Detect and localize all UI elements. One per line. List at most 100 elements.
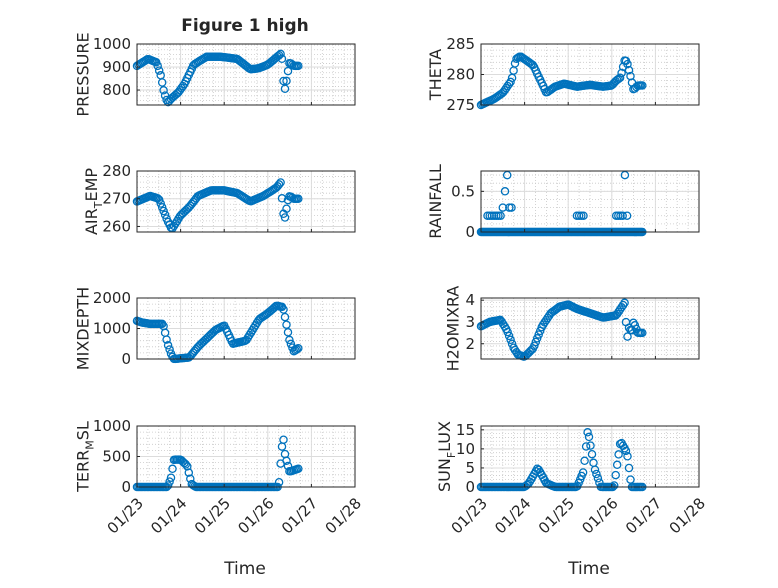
data-point [624, 65, 634, 75]
data-point [623, 452, 632, 461]
data-point [294, 61, 303, 71]
data-point [154, 66, 164, 75]
data-point [617, 68, 626, 78]
x-tick-label: 01/23 [448, 494, 491, 537]
y-axis-label: THETA [426, 49, 445, 101]
y-tick-label: 5 [465, 459, 475, 477]
data-point [154, 195, 164, 204]
y-tick-label: 10 [456, 440, 475, 458]
axes-frame [136, 170, 356, 233]
data-point [615, 73, 625, 83]
y-tick-label: 1000 [93, 417, 131, 435]
y-tick-label: 800 [102, 81, 131, 99]
data-point [160, 210, 170, 220]
x-axis-label-left: Time [223, 559, 266, 579]
y-axis-label: H2OMIXRA [443, 286, 462, 372]
data-point [531, 337, 541, 347]
y-tick-label: 285 [446, 35, 475, 53]
data-point [498, 203, 508, 212]
y-axis-label: MIXDEPTH [74, 287, 93, 370]
x-tick-label: 01/26 [578, 494, 621, 537]
data-point [583, 428, 592, 437]
y-axis-label: AIRTEMP [82, 168, 105, 235]
data-point [586, 441, 595, 450]
subplot-rainfall: 0 0.5 RAINFALL [426, 164, 700, 241]
y-tick-label: 280 [102, 162, 131, 180]
data-point [506, 77, 515, 87]
data-point [638, 328, 647, 338]
x-axis-label-right: Time [567, 559, 610, 579]
data-point [279, 305, 288, 314]
data-point [500, 187, 510, 196]
data-point [496, 211, 505, 220]
data-point [614, 450, 623, 459]
axes-frame [480, 170, 700, 233]
data-point [165, 345, 174, 354]
y-tick-label: 275 [446, 96, 475, 114]
x-tick-label: 01/28 [666, 494, 709, 537]
data-point [638, 81, 647, 90]
data-point [611, 470, 620, 480]
data-point [587, 449, 597, 459]
data-point [159, 86, 168, 95]
data-point [276, 49, 285, 59]
data-point [163, 481, 173, 490]
y-tick-label: 2000 [93, 289, 131, 307]
data-point [532, 334, 542, 343]
y-axis-label: PRESSURE [74, 32, 93, 116]
y-tick-label: 0 [121, 350, 131, 368]
data-point [193, 342, 202, 352]
data-point [153, 61, 162, 71]
data-point [522, 350, 532, 359]
y-tick-label: 1000 [93, 35, 131, 53]
data-point [580, 456, 589, 466]
data-point [593, 474, 603, 483]
data-point [503, 327, 512, 337]
y-axis-label: SUNFLUX [435, 421, 458, 492]
data-point [294, 344, 303, 353]
data-point [590, 465, 600, 474]
subplot-terr-msl: 0 500 1000 01/23 01/24 01/25 01/26 01/27 01/28 TE… [74, 417, 365, 537]
data-point [162, 335, 171, 344]
y-tick-label: 2 [465, 335, 475, 353]
y-tick-label: 3 [465, 313, 475, 331]
x-tick-label: 01/27 [278, 494, 321, 537]
data-point [630, 321, 640, 330]
data-point [282, 204, 291, 213]
data-point [622, 211, 632, 220]
data-point [156, 199, 165, 208]
x-tick-label: 01/26 [234, 494, 277, 537]
data-point [578, 468, 588, 477]
data-point [280, 312, 290, 322]
data-point [506, 335, 515, 345]
data-point [181, 460, 191, 469]
data-point [618, 211, 627, 220]
data-point [609, 481, 619, 490]
data-point [285, 335, 294, 345]
data-point [277, 54, 287, 64]
data-point [624, 463, 634, 473]
y-tick-label: 0 [465, 478, 475, 496]
data-point [280, 213, 290, 222]
data-point [165, 477, 174, 486]
data-point [283, 66, 293, 76]
data-point [500, 85, 509, 95]
data-point [183, 462, 192, 471]
axes-frame [480, 425, 700, 488]
data-point [274, 477, 284, 487]
data-point [581, 442, 591, 451]
x-tick-label: 01/25 [535, 494, 578, 537]
data-point [579, 211, 588, 220]
data-point [282, 320, 291, 329]
data-point [279, 76, 288, 86]
axes-frame [480, 297, 700, 360]
y-tick-label: 260 [102, 217, 131, 235]
x-tick-label: 01/24 [147, 494, 190, 537]
data-point [294, 464, 303, 473]
x-tick-label: 01/24 [491, 494, 534, 537]
